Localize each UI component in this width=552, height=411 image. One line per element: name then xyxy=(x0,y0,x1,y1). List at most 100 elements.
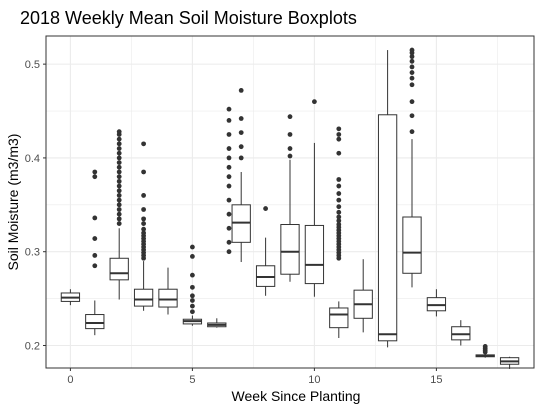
outlier-point xyxy=(116,164,122,170)
box-iqr xyxy=(377,114,398,342)
outlier-point xyxy=(116,188,122,194)
outlier-point xyxy=(116,146,122,151)
box-week-15 xyxy=(426,289,447,317)
box-week-14 xyxy=(402,139,422,288)
outlier-point xyxy=(190,298,195,303)
outlier-point xyxy=(116,174,122,180)
box-iqr xyxy=(280,224,300,275)
box-week-3 xyxy=(133,261,154,311)
outlier-point xyxy=(92,236,98,241)
box-iqr xyxy=(329,307,349,329)
outlier-point xyxy=(226,197,232,203)
outlier-point xyxy=(226,211,232,217)
box-week-7 xyxy=(231,171,251,263)
outlier-point xyxy=(116,193,122,198)
outlier-point xyxy=(190,303,195,309)
outlier-point xyxy=(116,178,122,184)
box-week-0 xyxy=(60,289,81,306)
outlier-point xyxy=(287,114,293,120)
outlier-point xyxy=(409,82,415,88)
outlier-point xyxy=(226,155,232,161)
outlier-point xyxy=(238,116,244,121)
chart-title: 2018 Weekly Mean Soil Moisture Boxplots xyxy=(20,8,357,28)
y-axis-title: Soil Moisture (m3/m3) xyxy=(5,134,21,271)
outlier-point xyxy=(92,215,98,221)
outlier-point xyxy=(190,284,195,290)
box-week-8 xyxy=(255,237,276,296)
outlier-point xyxy=(190,244,195,250)
boxes xyxy=(60,50,520,369)
outlier-point xyxy=(141,226,147,232)
outlier-point xyxy=(116,150,122,156)
box-week-10 xyxy=(304,142,325,297)
box-iqr xyxy=(85,314,105,330)
outlier-point xyxy=(287,146,293,151)
outlier-point xyxy=(226,132,232,137)
outlier-point xyxy=(116,207,122,212)
outlier-point xyxy=(336,132,342,137)
outlier-point xyxy=(190,309,195,315)
outlier-point xyxy=(409,75,415,81)
outlier-point xyxy=(116,211,122,217)
box-week-2 xyxy=(109,228,129,300)
outlier-point xyxy=(226,249,232,255)
outlier-point xyxy=(263,206,268,211)
outlier-point xyxy=(226,106,232,112)
outlier-point xyxy=(409,58,415,64)
outlier-point xyxy=(92,174,98,180)
outlier-point xyxy=(116,160,122,166)
outliers xyxy=(92,47,488,355)
outlier-point xyxy=(116,141,122,147)
outlier-point xyxy=(141,141,147,147)
box-week-1 xyxy=(85,300,105,336)
outlier-point xyxy=(226,239,232,245)
outlier-point xyxy=(287,132,293,137)
outlier-point xyxy=(409,99,415,105)
y-tick-label: 0.5 xyxy=(25,59,40,71)
panel-border xyxy=(45,35,535,369)
outlier-point xyxy=(336,209,342,215)
outlier-point xyxy=(482,344,488,349)
outlier-point xyxy=(141,216,147,222)
outlier-point xyxy=(92,263,98,269)
box-iqr xyxy=(109,257,129,281)
outlier-point xyxy=(116,183,122,189)
outlier-point xyxy=(116,202,122,208)
y-tick-label: 0.4 xyxy=(25,153,40,165)
outlier-point xyxy=(336,218,342,224)
outlier-point xyxy=(141,221,147,226)
outlier-point xyxy=(116,216,122,222)
outlier-point xyxy=(238,155,244,161)
outlier-point xyxy=(141,207,147,212)
x-axis-ticks: 0 5 10 15 xyxy=(67,368,443,386)
x-axis-title: Week Since Planting xyxy=(232,388,361,404)
outlier-point xyxy=(409,54,415,60)
outlier-point xyxy=(226,146,232,151)
outlier-point xyxy=(409,64,415,70)
outlier-point xyxy=(226,164,232,170)
outlier-point xyxy=(226,118,232,123)
box-week-5 xyxy=(182,315,203,326)
outlier-point xyxy=(336,222,342,227)
outlier-point xyxy=(226,225,232,231)
x-tick-label: 15 xyxy=(430,374,442,386)
outlier-point xyxy=(116,169,122,175)
outlier-point xyxy=(336,183,342,189)
outlier-point xyxy=(116,155,122,161)
box-week-17 xyxy=(475,353,495,358)
box-iqr xyxy=(133,288,154,307)
outlier-point xyxy=(226,183,232,189)
box-week-13 xyxy=(377,50,398,348)
outlier-point xyxy=(336,197,342,203)
outlier-point xyxy=(116,129,122,135)
outlier-point xyxy=(190,293,195,299)
outlier-point xyxy=(141,230,147,236)
x-tick-label: 10 xyxy=(308,374,320,386)
outlier-point xyxy=(409,47,415,53)
box-week-11 xyxy=(329,301,349,338)
outlier-point xyxy=(409,70,415,75)
outlier-point xyxy=(287,153,293,159)
box-iqr xyxy=(402,216,422,274)
outlier-point xyxy=(336,204,342,210)
